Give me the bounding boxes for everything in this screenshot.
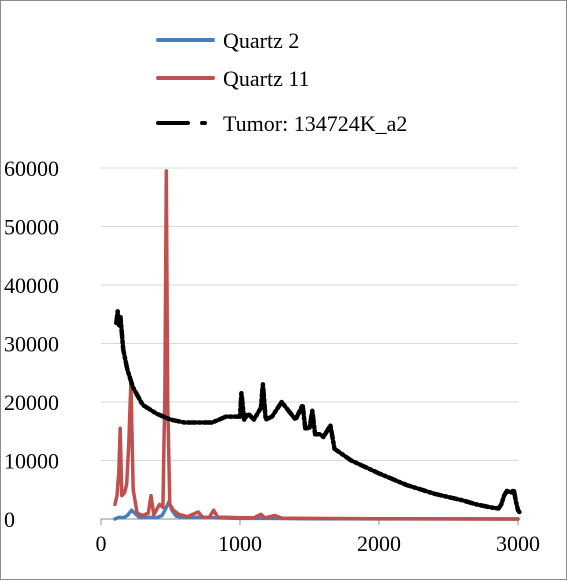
axes: 0 10000 20000 30000 40000 50000 60000 0 1000 2000… [4,156,540,556]
legend-label: Tumor: 134724K_a2 [223,111,407,136]
y-tick-label: 60000 [4,156,59,181]
x-tick-label: 2000 [357,531,401,556]
series-line-tumor-134724k-a2 [114,309,522,515]
x-tick-label: 0 [96,531,107,556]
series-layer [113,169,522,521]
y-tick-label: 50000 [4,215,59,240]
series-line-quartz-11 [113,169,520,521]
y-tick-label: 10000 [4,449,59,474]
y-tick-label: 20000 [4,390,59,415]
y-tick-label: 30000 [4,332,59,357]
legend-label: Quartz 11 [223,66,310,91]
legend: Quartz 2 Quartz 11 Tumor: 134724K_a2 [156,28,407,136]
x-tick-label: 3000 [496,531,540,556]
y-tick-label: 40000 [4,273,59,298]
y-tick-label: 0 [4,507,15,532]
x-tick-label: 1000 [218,531,262,556]
legend-label: Quartz 2 [223,28,299,53]
